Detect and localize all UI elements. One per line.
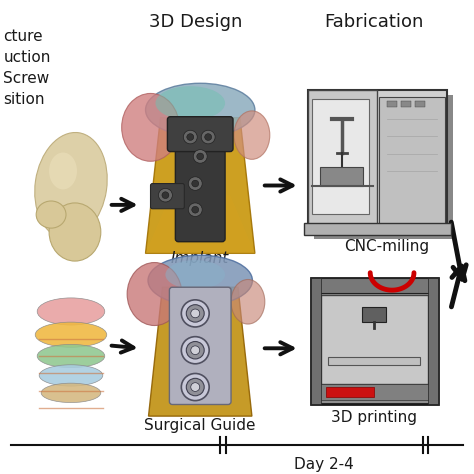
Bar [387,101,397,107]
Circle shape [186,305,204,322]
Bar [401,101,411,107]
Ellipse shape [37,298,105,325]
Bar [362,307,386,322]
Ellipse shape [148,255,253,306]
Ellipse shape [36,201,66,228]
Ellipse shape [35,322,107,347]
FancyBboxPatch shape [310,278,438,403]
Text: Implant: Implant [171,251,229,266]
Text: Surgical Guide: Surgical Guide [145,418,256,433]
Ellipse shape [165,260,225,289]
Text: CNC-miling: CNC-miling [345,239,429,254]
Bar [308,90,377,233]
Text: 3D printing: 3D printing [331,410,417,425]
Ellipse shape [37,345,105,368]
Ellipse shape [122,93,179,161]
FancyBboxPatch shape [167,117,233,152]
Polygon shape [146,118,255,253]
Ellipse shape [146,83,255,137]
Circle shape [182,300,209,327]
Text: cture: cture [3,28,43,44]
Bar [311,99,369,214]
Circle shape [201,130,215,144]
Ellipse shape [35,133,107,238]
Circle shape [182,337,209,364]
Bar [315,384,434,400]
FancyBboxPatch shape [308,90,447,233]
Bar [310,278,320,403]
Circle shape [186,378,204,396]
Circle shape [191,309,200,318]
Bar [304,223,451,235]
Circle shape [188,177,202,191]
Bar [327,387,374,397]
Ellipse shape [39,365,103,386]
FancyBboxPatch shape [175,119,225,242]
Text: sition: sition [3,92,45,108]
Text: Fabrication: Fabrication [325,13,424,31]
FancyBboxPatch shape [313,95,453,239]
Bar [310,278,438,293]
Ellipse shape [231,280,265,324]
FancyBboxPatch shape [169,287,231,404]
FancyBboxPatch shape [151,183,184,209]
Circle shape [191,383,200,392]
Circle shape [183,130,197,144]
Text: uction: uction [3,50,51,65]
Ellipse shape [234,111,270,159]
Circle shape [197,153,204,160]
Circle shape [188,203,202,217]
Bar [320,295,428,384]
Circle shape [162,192,169,199]
Circle shape [191,346,200,355]
Circle shape [182,374,209,401]
Circle shape [192,206,199,213]
Circle shape [158,188,173,202]
Ellipse shape [41,383,101,402]
Bar [428,278,438,403]
Text: 3D Design: 3D Design [148,13,242,31]
Circle shape [205,134,212,140]
Circle shape [186,341,204,359]
Polygon shape [146,195,255,253]
Bar [319,167,363,186]
Bar [379,97,445,225]
Ellipse shape [127,263,182,326]
Polygon shape [148,287,252,416]
Text: Screw: Screw [3,71,50,86]
Ellipse shape [155,86,225,120]
Bar [415,101,425,107]
Bar [328,357,420,365]
Ellipse shape [49,153,77,190]
Circle shape [192,180,199,187]
Text: Day 2-4: Day 2-4 [294,457,354,472]
Circle shape [187,134,194,140]
Circle shape [193,150,207,163]
Ellipse shape [49,203,101,261]
